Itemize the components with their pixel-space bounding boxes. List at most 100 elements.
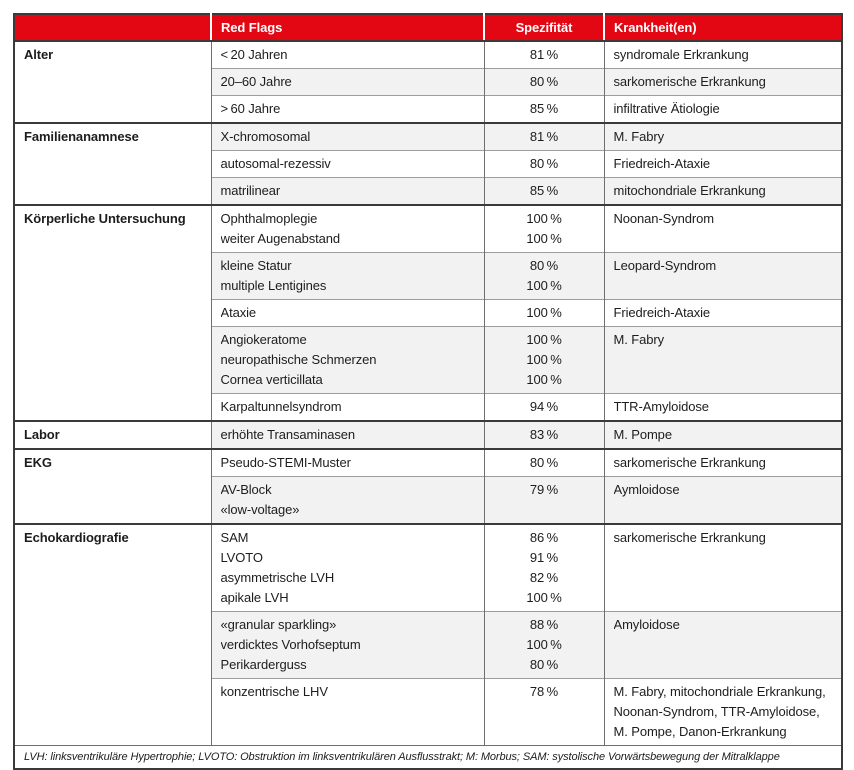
table-row: Familienanamnese X-chromosomal 81 % M. F…: [14, 122, 842, 205]
disease-line: M. Fabry: [613, 332, 665, 347]
table-row: Alter < 20 Jahren 81 % syndromale Erkran…: [14, 40, 842, 123]
specificity-value: 80 %: [529, 156, 559, 171]
disease-line: infiltrative Ätiologie: [613, 101, 720, 116]
specificity-cell: 86 % 91 % 82 % 100 %: [483, 523, 604, 612]
disease-line: sarkomerische Erkrankung: [613, 455, 766, 470]
disease-cell: Friedreich-Ataxie: [603, 299, 842, 327]
category-cell: Labor: [14, 420, 212, 449]
specificity-cell: 80 %: [483, 448, 604, 477]
specificity-cell: 85 %: [483, 177, 604, 205]
specificity-value: 82 %: [529, 570, 559, 585]
specificity-value: 100 %: [526, 332, 562, 347]
disease-line: M. Fabry: [613, 129, 665, 144]
disease-cell: Aymloidose: [603, 476, 842, 524]
disease-cell: M. Fabry, mitochondriale Erkrankung, Noo…: [603, 678, 842, 746]
table-row: kleine Statur multiple Lentigines 80 % 1…: [14, 252, 842, 300]
specificity-cell: 80 %: [483, 68, 604, 96]
category-cell: Alter: [14, 40, 212, 123]
disease-cell: sarkomerische Erkrankung: [603, 448, 842, 477]
disease-cell: Leopard-Syndrom: [603, 252, 842, 300]
disease-line: Noonan-Syndrom: [613, 211, 715, 226]
specificity-value: 100 %: [526, 278, 562, 293]
red-flag-line: «granular sparkling»: [220, 617, 337, 632]
red-flag-line: > 60 Jahre: [220, 101, 281, 116]
red-flag-line: Ataxie: [220, 305, 257, 320]
group-alter: Alter < 20 Jahren 81 % syndromale Erkran…: [14, 40, 842, 123]
table-row: > 60 Jahre 85 % infiltrative Ätiologie: [14, 95, 842, 123]
red-flag-line: Cornea verticillata: [220, 372, 323, 387]
disease-cell: M. Fabry: [603, 122, 842, 151]
footnote: LVH: linksventrikuläre Hypertrophie; LVO…: [14, 745, 842, 769]
table-row: Körperliche Untersuchung Ophthalmoplegie…: [14, 204, 842, 421]
red-flag-line: verdicktes Vorhofseptum: [220, 637, 361, 652]
disease-line: Aymloidose: [613, 482, 680, 497]
specificity-value: 100 %: [526, 211, 562, 226]
column-header-diseases: Krankheit(en): [603, 14, 842, 42]
red-flag-line: AV-Block: [220, 482, 272, 497]
specificity-cell: 80 %: [483, 150, 604, 178]
red-flag-line: 20–60 Jahre: [220, 74, 292, 89]
specificity-value: 100 %: [526, 590, 562, 605]
red-flag-line: matrilinear: [220, 183, 281, 198]
disease-cell: TTR-Amyloidose: [603, 393, 842, 421]
red-flag-line: LVOTO: [220, 550, 263, 565]
category-cell: Familienanamnese: [14, 122, 212, 205]
category-label: Echokardiografie: [24, 530, 129, 545]
disease-line: Noonan-Syndrom, TTR-Amyloidose,: [613, 704, 820, 719]
red-flag-line: Ophthalmoplegie: [220, 211, 318, 226]
disease-cell: sarkomerische Erkrankung: [603, 523, 842, 612]
red-flag-cell: > 60 Jahre: [211, 95, 484, 123]
red-flag-cell: X-chromosomal: [211, 122, 484, 151]
disease-cell: syndromale Erkrankung: [603, 40, 842, 69]
specificity-cell: 85 %: [483, 95, 604, 123]
specificity-cell: 78 %: [483, 678, 604, 746]
column-header-category: [14, 14, 211, 42]
column-header-specificity: Spezifität: [483, 14, 604, 42]
specificity-cell: 88 % 100 % 80 %: [483, 611, 604, 679]
red-flag-cell: konzentrische LHV: [211, 678, 484, 746]
disease-line: M. Fabry, mitochondriale Erkrankung,: [613, 684, 826, 699]
specificity-value: 79 %: [529, 482, 559, 497]
specificity-value: 80 %: [529, 74, 559, 89]
red-flag-line: Pseudo-STEMI-Muster: [220, 455, 351, 470]
red-flag-line: Perikarderguss: [220, 657, 307, 672]
table-row: Angiokeratome neuropathische Schmerzen C…: [14, 326, 842, 394]
red-flag-line: SAM: [220, 530, 249, 545]
disease-line: TTR-Amyloidose: [613, 399, 710, 414]
table-row: 20–60 Jahre 80 % sarkomerische Erkrankun…: [14, 68, 842, 96]
red-flag-cell: Angiokeratome neuropathische Schmerzen C…: [211, 326, 484, 394]
red-flag-line: autosomal-rezessiv: [220, 156, 331, 171]
specificity-value: 81 %: [529, 47, 559, 62]
specificity-value: 80 %: [529, 657, 559, 672]
red-flag-cell: Ataxie: [211, 299, 484, 327]
specificity-cell: 94 %: [483, 393, 604, 421]
specificity-value: 78 %: [529, 684, 559, 699]
red-flag-line: Karpaltunnelsyndrom: [220, 399, 342, 414]
specificity-value: 83 %: [529, 427, 559, 442]
table-row: Karpaltunnelsyndrom 94 % TTR-Amyloidose: [14, 393, 842, 421]
specificity-cell: 100 % 100 %: [483, 204, 604, 253]
specificity-value: 81 %: [529, 129, 559, 144]
red-flags-table: Red Flags Spezifität Krankheit(en) Alter…: [13, 13, 843, 770]
column-header-red-flags: Red Flags: [210, 14, 484, 42]
disease-line: syndromale Erkrankung: [613, 47, 749, 62]
disease-cell: M. Pompe: [603, 420, 842, 449]
red-flag-cell: SAM LVOTO asymmetrische LVH apikale LVH: [211, 523, 484, 612]
category-cell: Körperliche Untersuchung: [14, 204, 212, 421]
red-flag-line: erhöhte Transaminasen: [220, 427, 356, 442]
disease-line: Friedreich-Ataxie: [613, 156, 711, 171]
specificity-cell: 80 % 100 %: [483, 252, 604, 300]
specificity-cell: 79 %: [483, 476, 604, 524]
specificity-cell: 83 %: [483, 420, 604, 449]
category-label: Familienanamnese: [24, 129, 139, 144]
specificity-cell: 100 % 100 % 100 %: [483, 326, 604, 394]
specificity-value: 91 %: [529, 550, 559, 565]
table-footer: LVH: linksventrikuläre Hypertrophie; LVO…: [14, 745, 842, 769]
red-flag-cell: kleine Statur multiple Lentigines: [211, 252, 484, 300]
red-flag-line: apikale LVH: [220, 590, 289, 605]
table-row: «granular sparkling» verdicktes Vorhofse…: [14, 611, 842, 679]
table-row: Labor erhöhte Transaminasen 83 % M. Pomp…: [14, 420, 842, 449]
category-label: Körperliche Untersuchung: [24, 211, 186, 226]
specificity-value: 80 %: [529, 455, 559, 470]
